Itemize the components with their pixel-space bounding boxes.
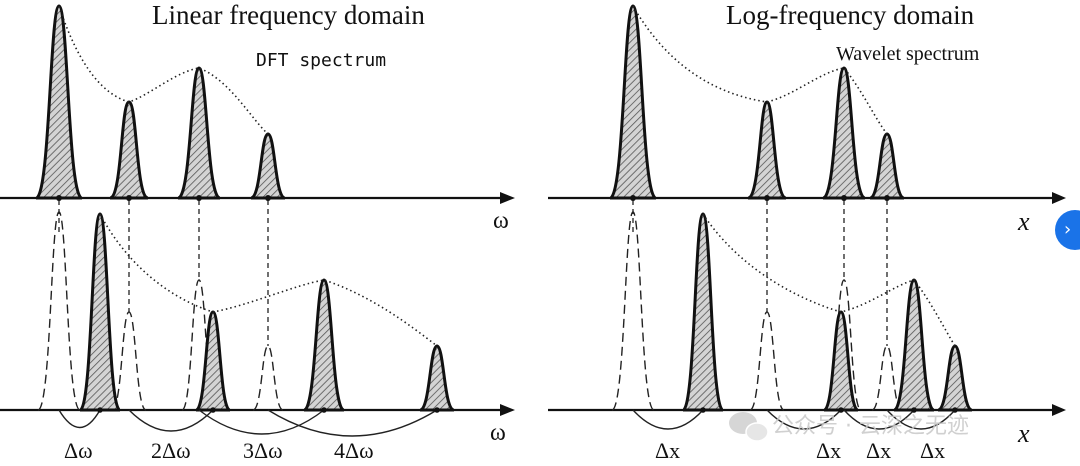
left-bottom-peak-3 xyxy=(302,278,346,412)
left-arc-1 xyxy=(58,409,101,428)
left-top-axis-label: ω xyxy=(493,208,509,234)
left-subtitle: DFT spectrum xyxy=(256,50,386,71)
right-top-envelope xyxy=(632,5,888,135)
right-delta-label-1: Δx xyxy=(655,438,680,463)
next-arrow-button[interactable]: › xyxy=(1055,210,1080,250)
chevron-right-icon: › xyxy=(1064,219,1072,240)
right-panel: Log-frequency domain Wavelet spectrum x … xyxy=(548,0,1066,463)
right-bottom-peak-1 xyxy=(681,212,725,412)
right-top-peak-4 xyxy=(869,132,905,200)
left-top-peak-3 xyxy=(176,66,222,200)
right-arc-end-2 xyxy=(838,407,844,413)
right-top-axis-label: x xyxy=(1017,207,1030,236)
left-bottom-axis-arrow xyxy=(500,404,515,416)
watermark-text: 公众号 · 云深之无迹 xyxy=(772,414,969,439)
left-top-peak-2 xyxy=(108,100,150,200)
left-dot-4 xyxy=(265,195,271,201)
left-arc-3 xyxy=(198,409,325,435)
left-arc-end-2 xyxy=(210,407,216,413)
right-top-peak-2 xyxy=(747,100,787,200)
left-title: Linear frequency domain xyxy=(152,0,425,30)
right-ghost-peak-4 xyxy=(871,345,903,411)
right-subtitle: Wavelet spectrum xyxy=(836,43,980,65)
left-top-peak-4 xyxy=(250,132,286,200)
right-ghost-peak-1 xyxy=(611,211,655,411)
left-delta-label-2: 2Δω xyxy=(151,438,191,463)
right-arc-end-4 xyxy=(952,407,958,413)
left-dot-1 xyxy=(56,195,62,201)
right-arc-end-1 xyxy=(700,407,706,413)
left-ghost-peak-2 xyxy=(111,311,147,411)
right-delta-label-4: Δx xyxy=(920,438,945,463)
left-bottom-peak-1 xyxy=(78,212,122,412)
right-top-axis-arrow xyxy=(1052,192,1066,204)
left-ghost-peak-3 xyxy=(181,279,217,411)
left-delta-label-4: 4Δω xyxy=(334,438,374,463)
right-delta-label-2: Δx xyxy=(816,438,841,463)
left-top-axis-arrow xyxy=(500,192,515,204)
left-arc-end-3 xyxy=(321,407,327,413)
left-ghost-peak-4 xyxy=(252,345,284,411)
right-dot-3 xyxy=(841,195,847,201)
left-arc-end-4 xyxy=(434,407,440,413)
right-bottom-axis-arrow xyxy=(1052,404,1066,416)
right-dot-1 xyxy=(630,195,636,201)
left-arc-2 xyxy=(128,409,214,432)
wechat-logo-icon xyxy=(729,412,769,442)
right-top-peak-3 xyxy=(821,66,867,200)
right-ghost-peak-2 xyxy=(749,311,785,411)
right-dot-4 xyxy=(884,195,890,201)
left-bottom-peak-4 xyxy=(419,344,455,412)
right-arc-3 xyxy=(843,409,915,430)
left-arc-4 xyxy=(267,409,438,437)
left-panel: Linear frequency domain DFT spectrum ω ω xyxy=(0,0,515,463)
right-delta-label-3: Δx xyxy=(866,438,891,463)
right-top-peak-1 xyxy=(608,4,658,200)
left-dot-2 xyxy=(126,195,132,201)
left-arc-end-1 xyxy=(97,407,103,413)
right-dot-2 xyxy=(764,195,770,201)
left-delta-label-1: Δω xyxy=(64,438,93,463)
right-bottom-axis-label: x xyxy=(1017,419,1030,448)
left-delta-label-3: 3Δω xyxy=(243,438,283,463)
left-bottom-peak-2 xyxy=(194,310,232,412)
watermark: 公众号 · 云深之无迹 xyxy=(729,412,969,442)
right-arc-end-3 xyxy=(911,407,917,413)
right-arc-4 xyxy=(886,409,956,430)
left-ghost-peak-1 xyxy=(37,211,81,411)
right-bottom-peak-4 xyxy=(937,344,973,412)
left-top-peak-1 xyxy=(34,4,84,200)
right-bottom-peak-3 xyxy=(892,278,936,412)
right-title: Log-frequency domain xyxy=(726,0,975,30)
right-arc-1 xyxy=(632,409,704,430)
right-arc-2 xyxy=(766,409,842,430)
right-bottom-peak-2 xyxy=(822,310,860,412)
right-bottom-envelope xyxy=(702,213,956,347)
left-bottom-axis-label: ω xyxy=(490,420,506,446)
left-dot-3 xyxy=(196,195,202,201)
